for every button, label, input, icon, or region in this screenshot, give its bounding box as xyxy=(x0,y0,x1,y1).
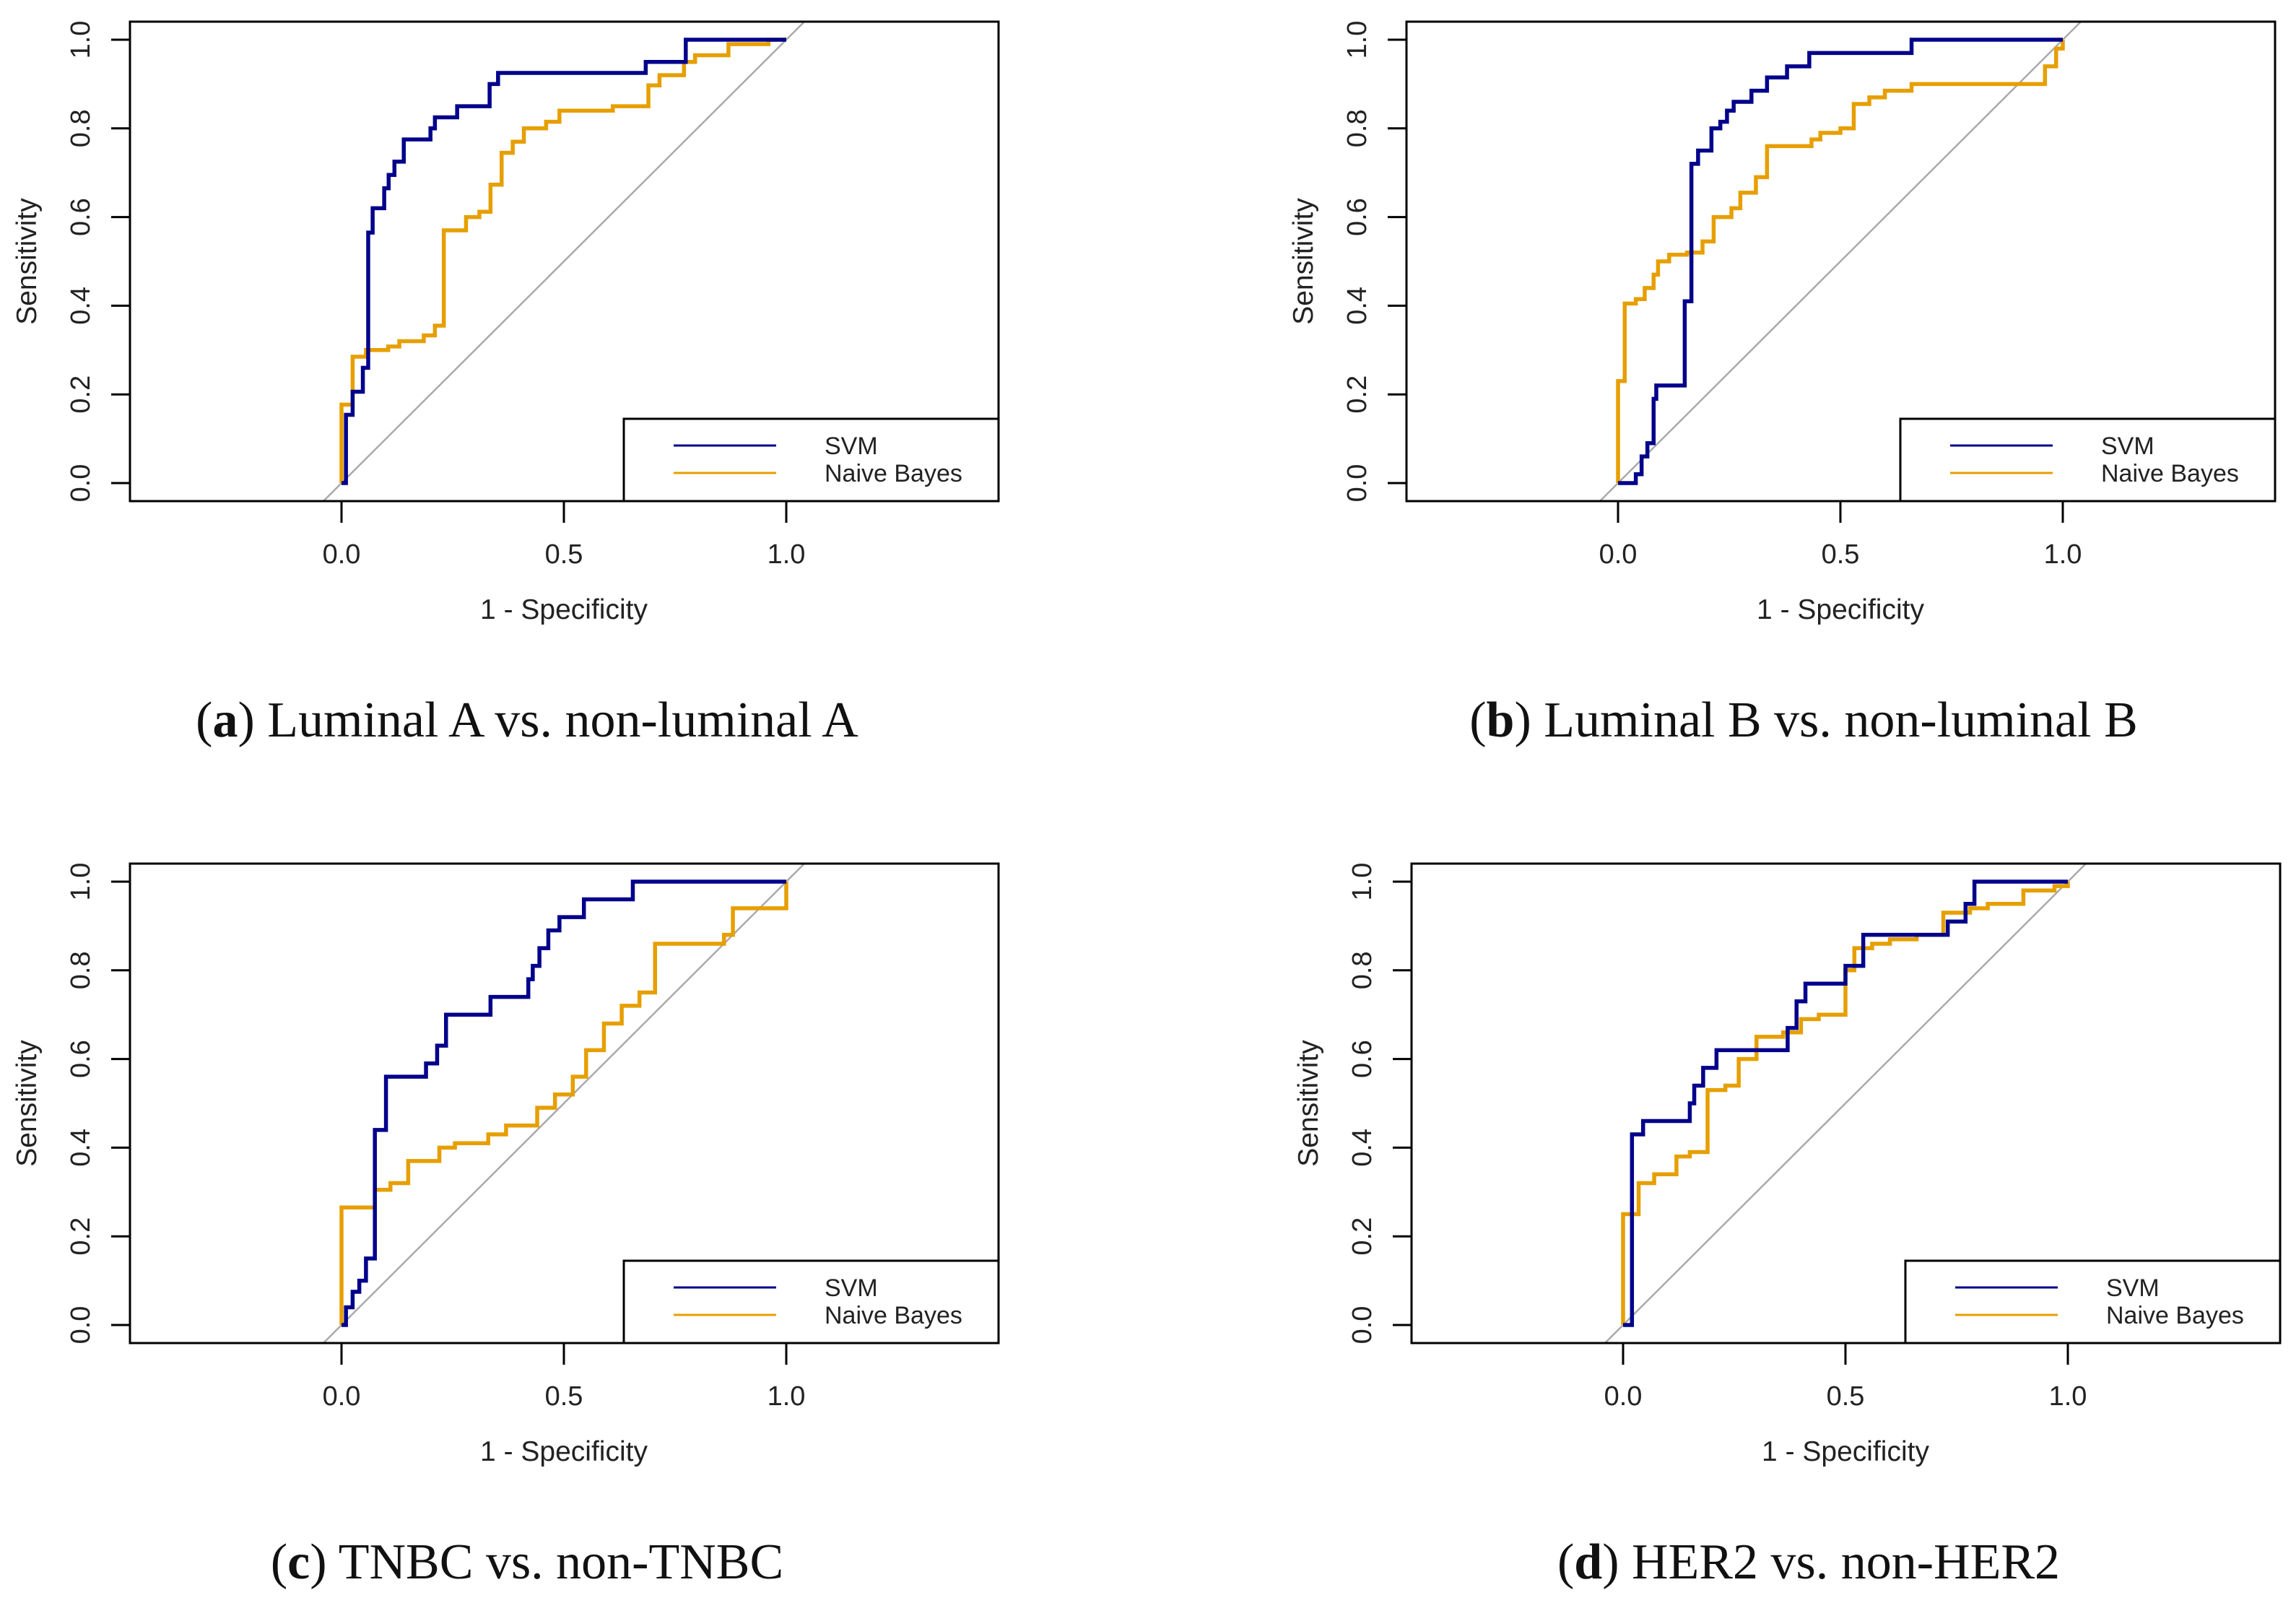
y-axis-label: Sensitivity xyxy=(1288,198,1319,325)
roc-panel-a: 0.0 0.5 1.0 0.0 0.2 0.4 0.6 0.8 1.0 Sensitivity 1 … xyxy=(12,20,1000,748)
panel-caption: (d) HER2 vs. non-HER2 xyxy=(1557,1534,2060,1590)
caption-letter: c xyxy=(287,1534,310,1590)
svm-roc-curve xyxy=(1618,38,2063,485)
y-axis-label: Sensitivity xyxy=(12,1040,43,1167)
y-tick-label: 0.6 xyxy=(1347,1040,1378,1078)
y-tick-label: 0.8 xyxy=(66,109,96,147)
legend-label-naive-bayes: Naive Bayes xyxy=(825,460,962,487)
caption-paren-open: ( xyxy=(1469,692,1486,748)
caption-text: HER2 vs. non-HER2 xyxy=(1619,1534,2061,1590)
x-axis-label: 1 - Specificity xyxy=(1757,594,1924,625)
legend-label-svm: SVM xyxy=(2101,433,2154,460)
x-tick-label: 0.5 xyxy=(545,539,583,570)
legend-label-naive-bayes: Naive Bayes xyxy=(825,1302,962,1329)
caption-letter: b xyxy=(1487,692,1515,748)
caption-letter: a xyxy=(212,692,238,748)
caption-text: TNBC vs. non-TNBC xyxy=(327,1534,784,1590)
naive-bayes-roc-curve xyxy=(339,882,788,1325)
legend-box xyxy=(1904,1259,2282,1345)
panel-caption: (b) Luminal B vs. non-luminal B xyxy=(1469,692,2138,748)
caption-text: Luminal B vs. non-luminal B xyxy=(1531,692,2138,748)
diagonal-reference-line xyxy=(1599,22,2082,501)
x-tick-label: 0.5 xyxy=(545,1381,583,1412)
svm-roc-curve xyxy=(342,38,786,485)
svm-roc-curve xyxy=(342,879,786,1327)
y-tick-label: 0.8 xyxy=(1347,951,1378,989)
caption-paren-open: ( xyxy=(196,692,212,748)
y-tick-label: 1.0 xyxy=(66,21,96,59)
x-tick-label: 1.0 xyxy=(767,539,806,570)
y-tick-label: 0.2 xyxy=(66,375,96,414)
y-tick-label: 0.8 xyxy=(1342,109,1373,147)
y-tick-label: 0.4 xyxy=(66,287,96,325)
y-tick-label: 0.2 xyxy=(1342,375,1373,414)
x-tick-label: 1.0 xyxy=(767,1381,806,1412)
caption-letter: d xyxy=(1574,1534,1602,1590)
legend-box xyxy=(622,1259,1000,1345)
y-tick-label: 0.6 xyxy=(66,1040,96,1078)
y-tick-label: 1.0 xyxy=(66,863,96,901)
legend-label-svm: SVM xyxy=(825,433,878,460)
legend-box xyxy=(622,417,1000,503)
x-tick-label: 0.0 xyxy=(323,1381,361,1412)
y-axis-label: Sensitivity xyxy=(12,198,43,325)
caption-paren-close: ) xyxy=(238,692,254,748)
y-tick-label: 0.8 xyxy=(66,951,96,989)
caption-paren-close: ) xyxy=(1514,692,1531,748)
caption-text: Luminal A vs. non-luminal A xyxy=(255,692,859,748)
y-tick-label: 0.4 xyxy=(1342,287,1373,325)
y-tick-label: 0.0 xyxy=(1342,464,1373,503)
naive-bayes-roc-curve xyxy=(1621,882,2070,1325)
y-tick-label: 0.2 xyxy=(1347,1217,1378,1256)
y-tick-label: 0.4 xyxy=(66,1129,96,1167)
caption-paren-open: ( xyxy=(1557,1534,1574,1590)
legend-label-naive-bayes: Naive Bayes xyxy=(2106,1302,2244,1329)
caption-paren-open: ( xyxy=(271,1534,287,1590)
y-tick-label: 0.6 xyxy=(66,198,96,236)
y-tick-label: 0.0 xyxy=(1347,1306,1378,1345)
y-tick-label: 0.2 xyxy=(66,1217,96,1256)
legend-label-naive-bayes: Naive Bayes xyxy=(2101,460,2239,487)
y-axis-label: Sensitivity xyxy=(1293,1040,1324,1167)
roc-panel-b: 0.0 0.5 1.0 0.0 0.2 0.4 0.6 0.8 1.0 Sensitivity 1 … xyxy=(1288,20,2277,748)
panel-caption: (c) TNBC vs. non-TNBC xyxy=(271,1534,783,1590)
x-axis-label: 1 - Specificity xyxy=(480,1436,648,1467)
y-tick-label: 0.4 xyxy=(1347,1129,1378,1167)
x-tick-label: 0.0 xyxy=(323,539,361,570)
diagonal-reference-line xyxy=(322,864,806,1343)
x-tick-label: 1.0 xyxy=(2049,1381,2087,1412)
y-tick-label: 0.6 xyxy=(1342,198,1373,236)
diagonal-reference-line xyxy=(322,22,806,501)
roc-panel-c: 0.0 0.5 1.0 0.0 0.2 0.4 0.6 0.8 1.0 Sensitivity 1 … xyxy=(12,862,1000,1590)
naive-bayes-roc-curve xyxy=(339,38,786,483)
x-tick-label: 0.0 xyxy=(1604,1381,1643,1412)
x-axis-label: 1 - Specificity xyxy=(1762,1436,1929,1467)
legend-label-svm: SVM xyxy=(825,1274,878,1302)
x-axis-label: 1 - Specificity xyxy=(480,594,648,625)
y-tick-label: 1.0 xyxy=(1347,863,1378,901)
roc-panel-d: 0.0 0.5 1.0 0.0 0.2 0.4 0.6 0.8 1.0 Sensitivity 1 … xyxy=(1293,862,2282,1590)
diagonal-reference-line xyxy=(1604,864,2087,1343)
x-tick-label: 0.0 xyxy=(1599,539,1638,570)
panel-caption: (a) Luminal A vs. non-luminal A xyxy=(196,692,858,748)
y-tick-label: 1.0 xyxy=(1342,21,1373,59)
y-tick-label: 0.0 xyxy=(66,464,96,503)
caption-paren-close: ) xyxy=(1602,1534,1619,1590)
x-tick-label: 1.0 xyxy=(2044,539,2082,570)
x-tick-label: 0.5 xyxy=(1822,539,1860,570)
y-tick-label: 0.0 xyxy=(66,1306,96,1345)
naive-bayes-roc-curve xyxy=(1616,40,2065,483)
x-tick-label: 0.5 xyxy=(1827,1381,1865,1412)
svm-roc-curve xyxy=(1623,879,2068,1327)
caption-paren-close: ) xyxy=(310,1534,326,1590)
legend-box xyxy=(1899,417,2277,503)
legend-label-svm: SVM xyxy=(2106,1274,2160,1302)
